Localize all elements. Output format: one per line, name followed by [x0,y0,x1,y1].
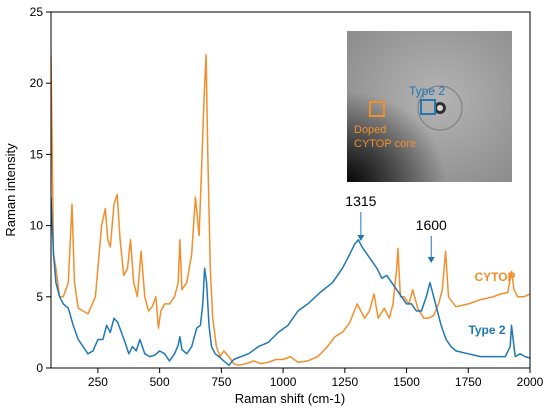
y-tick-label: 25 [30,5,44,19]
series-labels: CYTOP Type 2 [468,270,515,337]
series-line-cytop [51,53,530,366]
inset-fiber-ring [417,85,463,131]
inset-label-line: Type 2 [409,84,445,98]
series-label-cytop: CYTOP [474,270,515,284]
inset-label-core: Doped CYTOP core [354,124,416,150]
inset-type2-marker [420,99,436,115]
series-label-type-2: Type 2 [468,323,505,337]
series-line-type-2 [51,197,530,366]
annotation-layer: 1315 1600 [345,193,447,263]
x-tick-label: 1750 [455,375,482,389]
x-tick-label: 1000 [270,375,297,389]
y-tick-label: 10 [30,219,44,233]
x-axis-ticks: 250 500 750 1000 1250 1500 1750 2000 [88,368,544,389]
x-tick-label: 750 [211,375,231,389]
x-tick-label: 1250 [331,375,358,389]
inset-core-marker [369,101,385,117]
inset-label-type2: Type 2 [409,84,445,98]
peak-label-1600: 1600 [416,217,447,233]
series-layer [51,53,530,366]
x-axis-label: Raman shift (cm-1) [235,391,346,406]
y-axis-label: Raman intensity [3,143,18,237]
inset-image: Type 2 Doped CYTOP core [347,31,512,182]
y-axis-ticks: 0 5 10 15 20 25 [30,5,51,375]
plot-frame [50,11,531,369]
peak-label-1315: 1315 [345,193,376,209]
peak-arrow-head [357,235,365,241]
inset-label-line: CYTOP core [354,138,416,150]
inset-label-line: Doped [354,124,386,136]
y-tick-label: 20 [30,76,44,90]
peak-arrow-head [427,257,435,263]
y-tick-label: 15 [30,147,44,161]
inset-fiber-highlight [437,105,443,111]
x-tick-label: 500 [150,375,170,389]
x-tick-label: 250 [88,375,108,389]
y-tick-label: 5 [36,290,43,304]
x-tick-label: 2000 [517,375,544,389]
x-tick-label: 1500 [393,375,420,389]
y-tick-label: 0 [36,361,43,375]
inset-dark-corner [347,31,512,182]
